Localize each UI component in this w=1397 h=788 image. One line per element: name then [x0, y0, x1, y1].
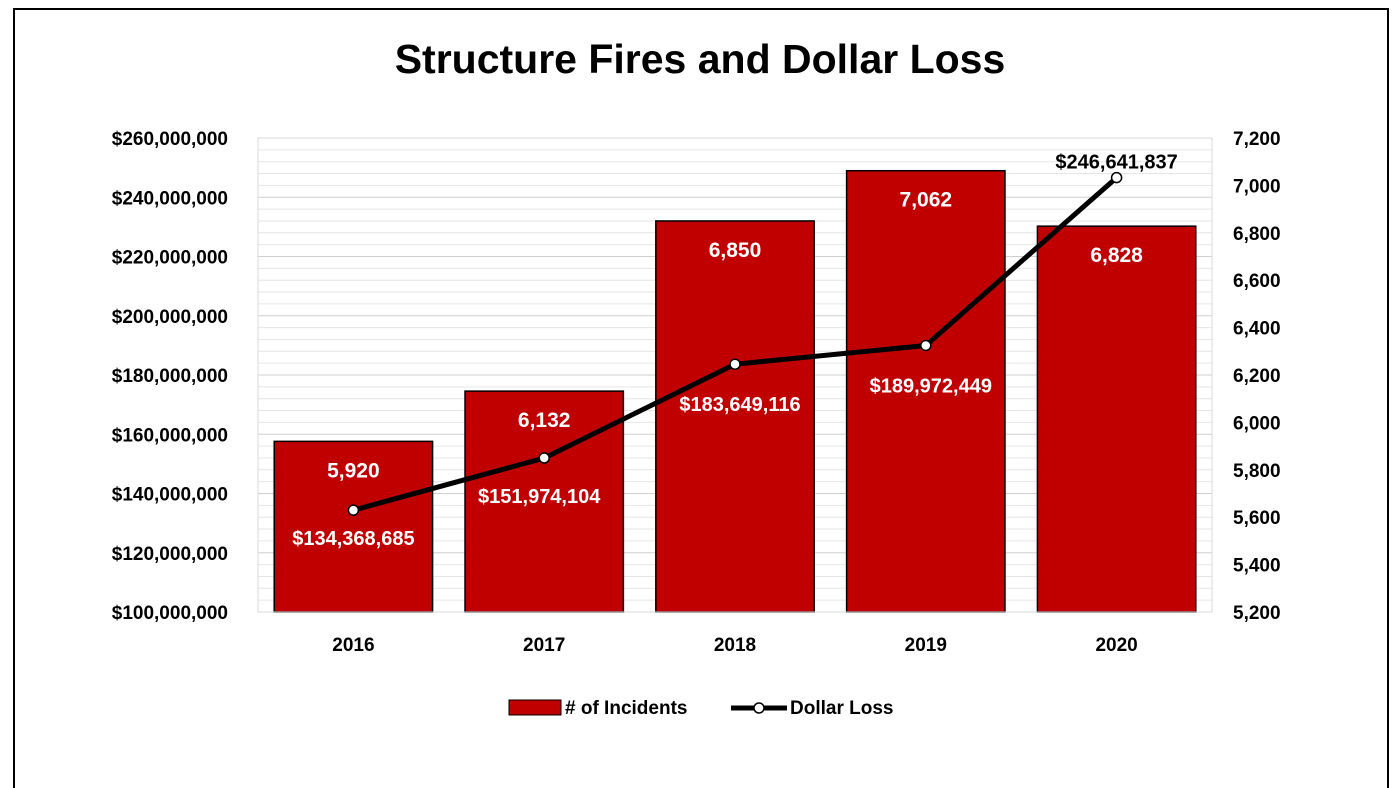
line-point — [347, 504, 360, 516]
bar — [655, 220, 815, 613]
bar — [464, 390, 625, 613]
legend-swatch-incidents — [508, 699, 562, 716]
y-left-tick-label: $180,000,000 — [112, 366, 228, 387]
y-left-tick-label: $260,000,000 — [112, 129, 228, 150]
data-labels: 5,920 6,132 6,850 7,062 6,828 $134,368,685 $15… — [292, 152, 1178, 551]
line-data-label: $183,649,116 — [679, 394, 800, 416]
bar-data-label: 6,828 — [1090, 244, 1143, 267]
y-right-tick-label: 7,200 — [1233, 129, 1281, 150]
legend: # of Incidents Dollar Loss — [508, 698, 893, 719]
x-tick-label: 2020 — [1095, 635, 1137, 656]
y-right-tick-label: 7,000 — [1233, 176, 1281, 197]
y-right-tick-label: 5,200 — [1233, 603, 1281, 624]
y-right-tick-label: 6,400 — [1233, 319, 1281, 340]
bar-data-label: 6,132 — [518, 409, 571, 432]
y-right-tick-label: 6,000 — [1233, 413, 1281, 434]
y-left-tick-label: $140,000,000 — [112, 485, 228, 506]
line-point — [729, 358, 741, 370]
line-data-label: $134,368,685 — [292, 528, 414, 550]
line-point — [538, 452, 550, 464]
bar — [273, 440, 434, 613]
y-left-tick-label: $240,000,000 — [112, 188, 228, 209]
line-data-label: $246,641,837 — [1055, 152, 1177, 174]
y-left-tick-label: $120,000,000 — [112, 544, 228, 565]
plot-area-border — [257, 137, 1213, 613]
y-right-tick-label: 5,800 — [1233, 461, 1281, 482]
legend-label-dollar-loss: Dollar Loss — [790, 698, 893, 719]
x-tick-label: 2018 — [714, 635, 756, 656]
y-left-tick-label: $100,000,000 — [112, 603, 228, 624]
y-left-tick-label: $160,000,000 — [112, 425, 228, 446]
bar-series — [273, 169, 1197, 613]
line-point — [920, 339, 932, 352]
axes: $100,000,000 $120,000,000 $140,000,000 $160… — [112, 129, 1281, 656]
line-data-label: $151,974,104 — [478, 486, 601, 508]
line-series — [347, 171, 1123, 516]
legend-label-incidents: # of Incidents — [565, 698, 687, 719]
bar — [1036, 225, 1197, 613]
bar — [845, 169, 1006, 613]
y-right-tick-label: 5,600 — [1233, 508, 1281, 529]
bar-data-label: 6,850 — [709, 239, 762, 262]
x-tick-label: 2019 — [905, 635, 947, 656]
chart-title: Structure Fires and Dollar Loss — [394, 36, 1006, 82]
y-right-tick-label: 6,200 — [1233, 366, 1281, 387]
line-point — [1110, 171, 1123, 184]
bar-data-label: 5,920 — [327, 459, 380, 482]
y-right-tick-label: 6,600 — [1233, 271, 1281, 292]
bar-data-label: 7,062 — [900, 189, 953, 212]
x-tick-label: 2017 — [523, 635, 565, 656]
y-right-tick-label: 5,400 — [1233, 556, 1281, 577]
legend-swatch-marker — [753, 702, 765, 714]
y-left-tick-label: $220,000,000 — [112, 248, 228, 269]
y-right-tick-label: 6,800 — [1233, 224, 1281, 245]
y-left-tick-label: $200,000,000 — [112, 307, 228, 328]
line-data-label: $189,972,449 — [870, 375, 992, 397]
x-tick-label: 2016 — [332, 635, 374, 656]
